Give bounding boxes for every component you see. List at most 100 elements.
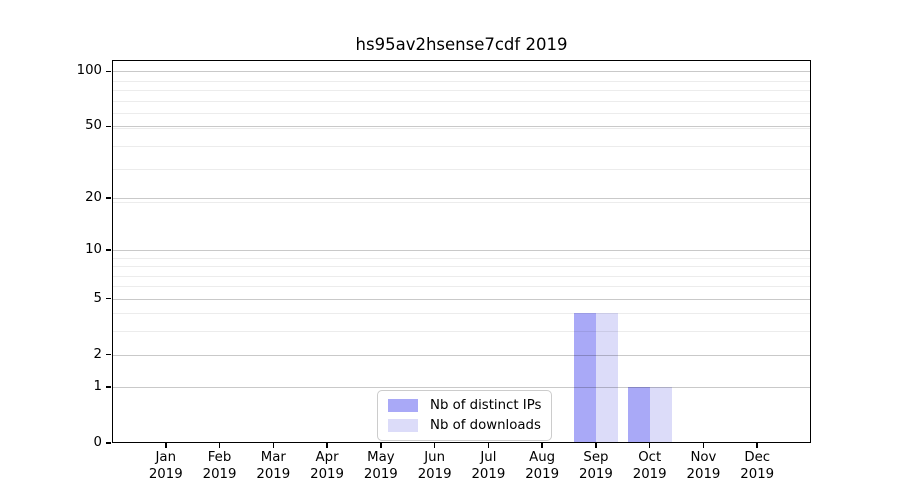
bar-distinct-ips-oct: [627, 387, 650, 443]
gridline-minor: [112, 201, 811, 203]
gridline-minor: [112, 286, 811, 288]
gridline-minor: [112, 100, 811, 102]
x-tick-year: 2019: [740, 466, 775, 482]
gridline-minor: [112, 113, 811, 115]
gridline-minor: [112, 331, 811, 333]
x-tick-label: Jan 2019: [134, 450, 198, 483]
x-tick-mark: [272, 443, 275, 448]
x-tick-month: Jul: [480, 450, 497, 465]
y-tick-mark: [106, 353, 111, 356]
legend-label-distinct-ips: Nb of distinct IPs: [430, 398, 542, 413]
x-tick-label: Dec 2019: [725, 450, 789, 483]
x-tick-month: Aug: [529, 450, 556, 465]
y-tick-label: 50: [85, 118, 102, 134]
x-tick-label: Jun 2019: [403, 450, 467, 483]
x-tick-year: 2019: [256, 466, 291, 482]
x-tick-mark: [380, 443, 382, 448]
gridline-minor: [112, 266, 811, 268]
gridline-major: [112, 249, 811, 251]
x-tick-label: May 2019: [349, 450, 413, 483]
y-tick-mark: [106, 70, 111, 73]
x-tick-year: 2019: [525, 466, 560, 482]
x-tick-month: Jun: [424, 450, 445, 465]
gridline-major: [112, 387, 811, 389]
x-tick-label: Aug 2019: [510, 450, 574, 483]
x-tick-label: Oct 2019: [618, 450, 682, 483]
x-tick-mark: [702, 443, 705, 448]
x-tick-label: Sep 2019: [564, 450, 628, 483]
y-tick-mark: [106, 249, 111, 251]
y-tick-label: 2: [93, 346, 102, 362]
y-tick-label: 100: [76, 63, 102, 79]
x-tick-mark: [541, 443, 543, 448]
gridline-minor: [112, 169, 811, 171]
x-tick-month: Sep: [583, 450, 609, 465]
x-tick-mark: [487, 443, 490, 448]
gridline-major: [112, 354, 811, 356]
x-tick-label: Feb 2019: [188, 450, 252, 483]
x-tick-year: 2019: [202, 466, 237, 482]
legend-item-downloads: Nb of downloads: [388, 418, 541, 433]
x-tick-mark: [756, 443, 758, 448]
gridline-minor: [112, 145, 811, 147]
plot-frame: [112, 60, 811, 443]
x-tick-year: 2019: [579, 466, 613, 482]
x-tick-month: Dec: [744, 450, 771, 465]
gridline-major: [112, 197, 811, 199]
x-tick-mark: [218, 443, 221, 448]
x-tick-month: Oct: [638, 450, 662, 465]
y-tick-label: 0: [93, 435, 102, 450]
chart-title: hs95av2hsense7cdf 2019: [355, 35, 568, 54]
x-tick-label: Apr 2019: [295, 450, 359, 483]
gridline-minor: [112, 257, 811, 259]
plot-area: Nb of distinct IPs Nb of downloads 0 1 2 5 1…: [77, 60, 811, 482]
x-tick-mark: [165, 443, 167, 448]
x-tick-month: Jan: [155, 450, 177, 465]
y-tick-label: 10: [85, 241, 102, 257]
gridline-minor: [112, 90, 811, 92]
gridline-major: [112, 298, 811, 300]
x-tick-year: 2019: [471, 466, 506, 482]
x-tick-month: May: [367, 450, 395, 465]
x-tick-label: Mar 2019: [241, 450, 305, 483]
legend-label-downloads: Nb of downloads: [430, 418, 541, 433]
gridline-minor: [112, 313, 811, 315]
x-tick-year: 2019: [148, 466, 183, 482]
bar-downloads-oct: [649, 387, 672, 443]
legend-swatch-distinct-ips: [388, 399, 418, 412]
x-tick-mark: [595, 443, 597, 448]
legend-item-distinct-ips: Nb of distinct IPs: [388, 398, 541, 413]
gridline-major: [112, 126, 811, 128]
y-tick-label: 5: [93, 290, 102, 306]
x-tick-month: Apr: [315, 450, 339, 465]
x-tick-month: Mar: [260, 450, 286, 465]
gridline-minor: [112, 80, 811, 82]
x-tick-month: Nov: [690, 450, 717, 465]
legend-swatch-downloads: [388, 419, 418, 432]
x-tick-year: 2019: [363, 466, 398, 482]
y-tick-mark: [106, 125, 111, 128]
y-tick-label: 1: [93, 379, 102, 395]
legend: Nb of distinct IPs Nb of downloads: [377, 390, 553, 441]
gridline-minor: [112, 275, 811, 277]
x-tick-year: 2019: [686, 466, 721, 482]
gridline-major: [112, 71, 811, 73]
bar-distinct-ips-sep: [573, 313, 596, 443]
x-tick-year: 2019: [417, 466, 452, 482]
y-tick-mark: [106, 386, 111, 388]
y-tick-mark: [106, 297, 111, 300]
x-tick-mark: [326, 443, 328, 448]
y-tick-mark: [106, 197, 111, 199]
y-tick-mark: [106, 442, 111, 444]
x-tick-mark: [433, 443, 436, 448]
x-tick-month: Feb: [207, 450, 232, 465]
bar-downloads-sep: [595, 313, 618, 443]
x-tick-mark: [648, 443, 651, 448]
x-tick-year: 2019: [632, 466, 667, 482]
x-tick-label: Nov 2019: [671, 450, 735, 483]
x-tick-year: 2019: [310, 466, 344, 482]
gridline-minor: [112, 128, 811, 129]
x-tick-label: Jul 2019: [456, 450, 520, 483]
y-tick-label: 20: [85, 189, 102, 205]
